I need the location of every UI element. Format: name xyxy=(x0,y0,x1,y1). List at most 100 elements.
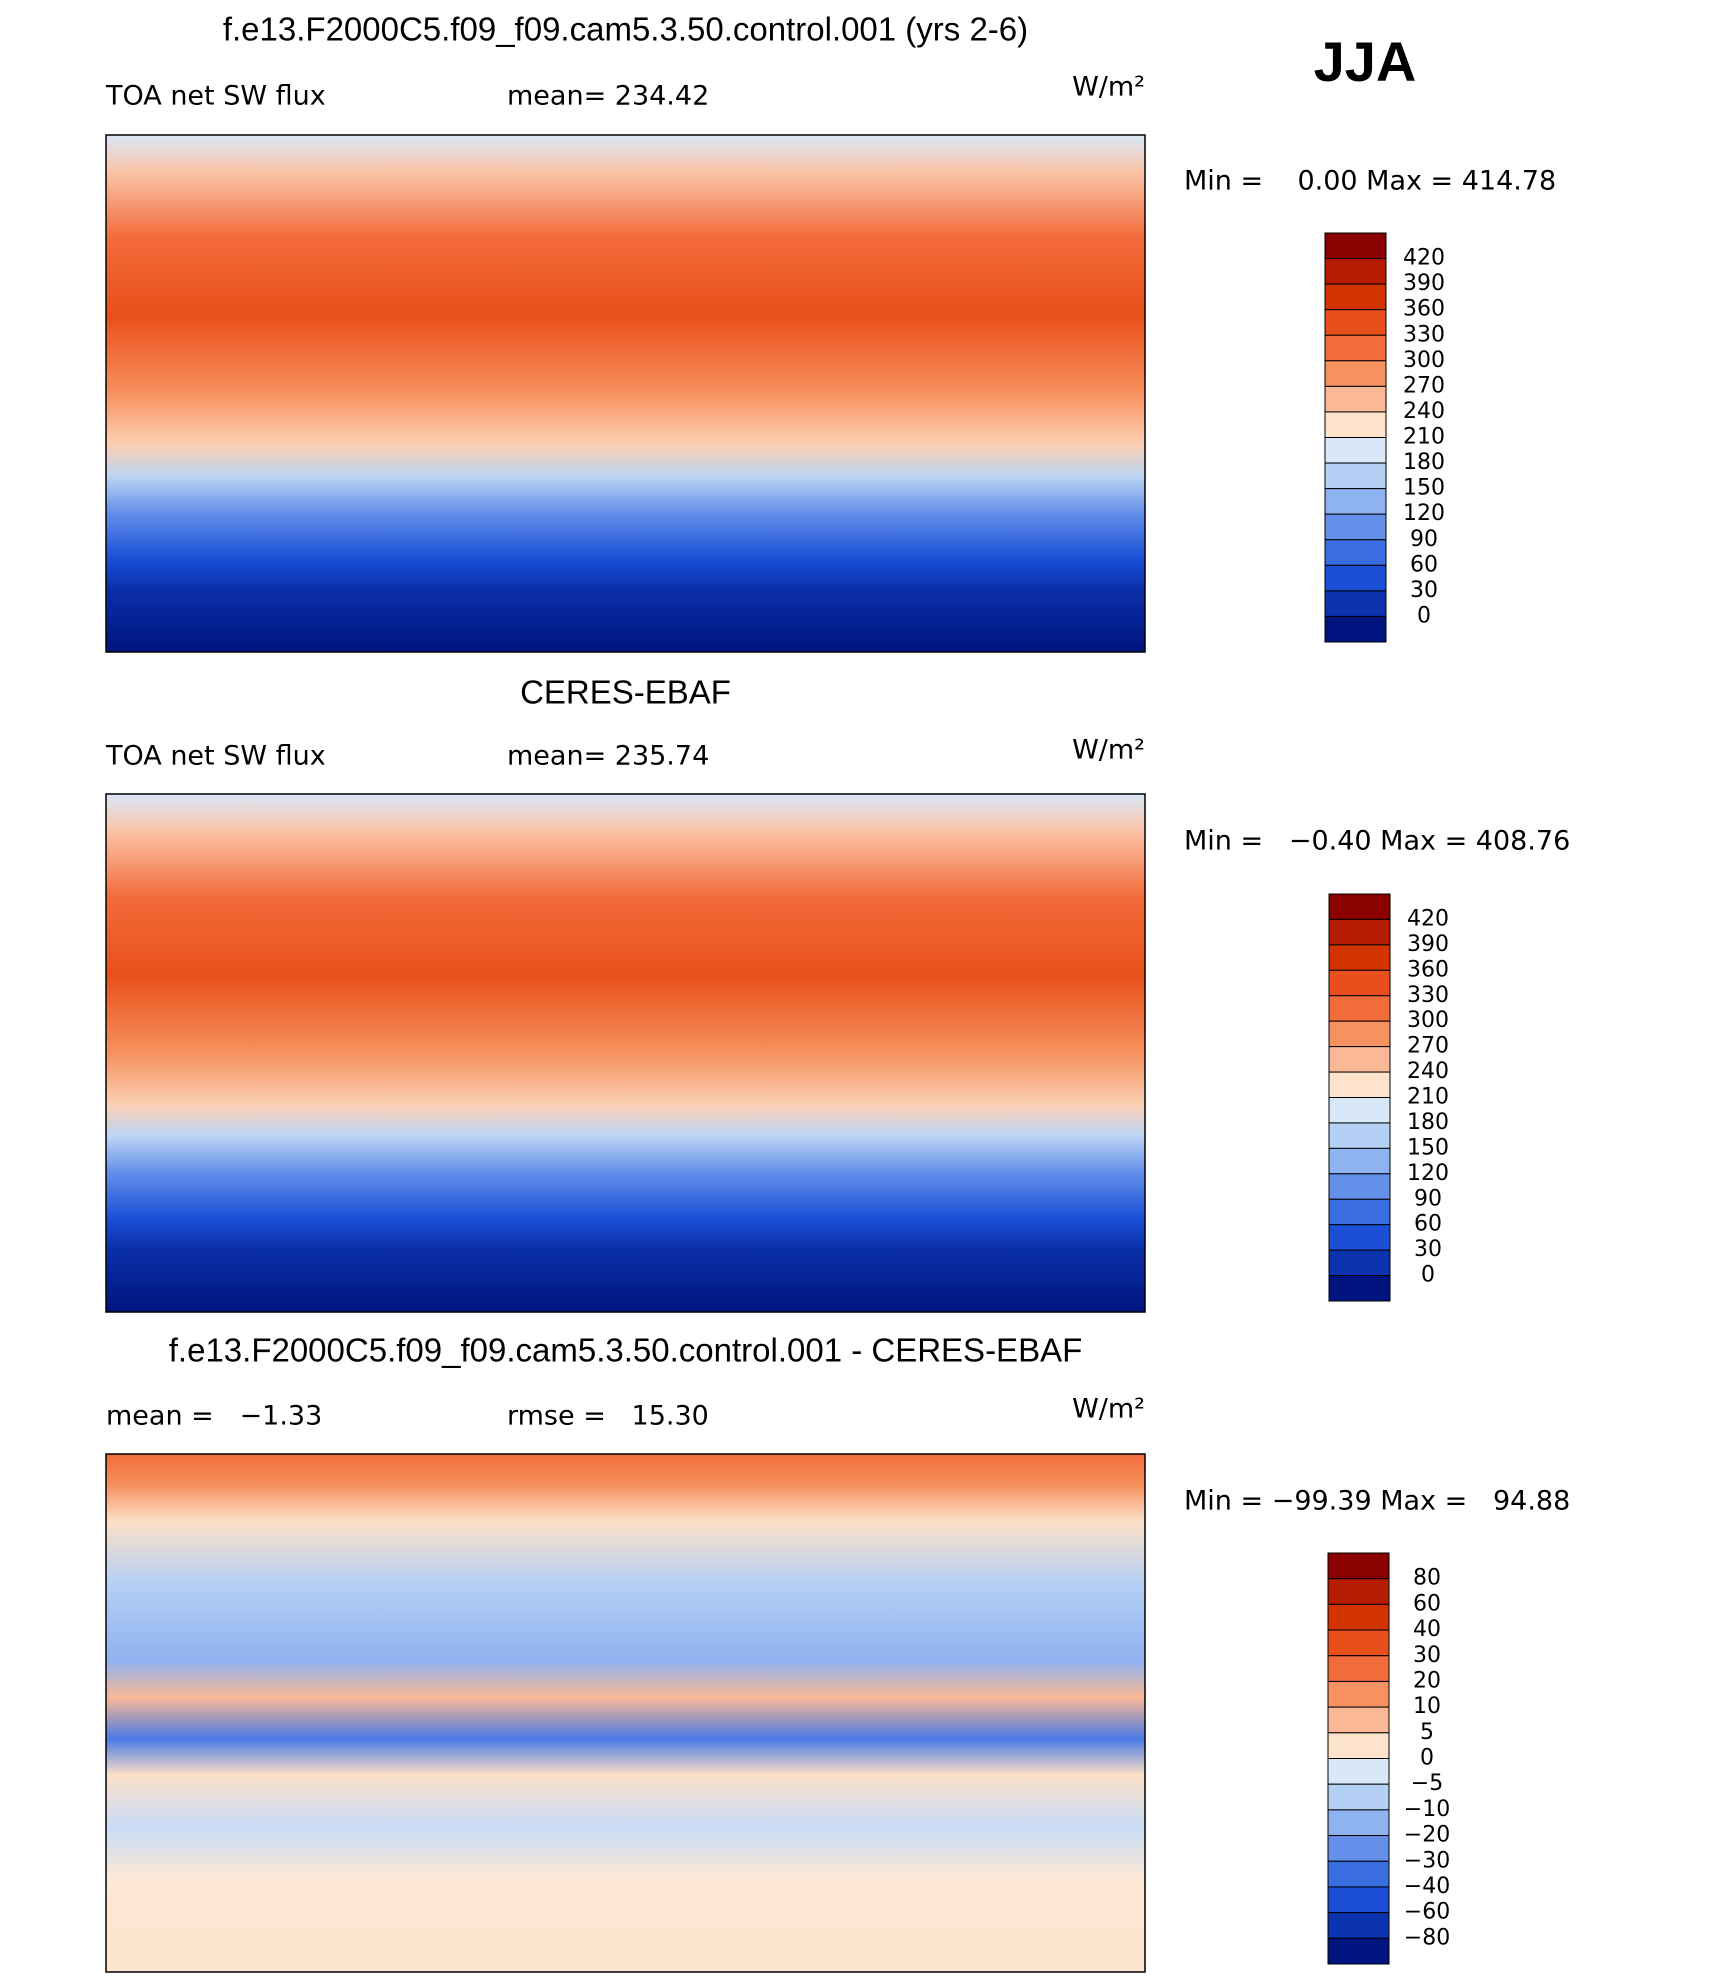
colorbar-label: 300 xyxy=(1403,348,1445,373)
colorbar-label: 150 xyxy=(1403,476,1445,501)
colorbar-box xyxy=(1328,1224,1391,1251)
colorbar-box xyxy=(1324,437,1387,464)
colorbar-box xyxy=(1328,1020,1391,1048)
colorbar-box xyxy=(1327,1603,1390,1631)
colorbar-box xyxy=(1328,918,1391,946)
colorbar-label: 390 xyxy=(1403,271,1445,296)
left-label: TOA net SW flux xyxy=(105,81,326,112)
colorbar-label: 360 xyxy=(1403,297,1445,322)
colorbar-box xyxy=(1324,283,1387,311)
panel-title: f.e13.F2000C5.f09_f09.cam5.3.50.control.… xyxy=(169,1332,1083,1369)
colorbar-label: 180 xyxy=(1403,450,1445,475)
colorbar-box xyxy=(1327,1912,1390,1939)
colorbar-label: 90 xyxy=(1410,527,1438,552)
colorbar-label: 0 xyxy=(1421,1263,1435,1288)
colorbar-box xyxy=(1327,1552,1390,1580)
panel-title: CERES-EBAF xyxy=(520,674,731,711)
colorbar-label: 20 xyxy=(1413,1668,1441,1693)
colorbar-label: 60 xyxy=(1410,552,1438,577)
colorbar-box xyxy=(1328,1097,1391,1124)
colorbar-box xyxy=(1328,969,1391,997)
colorbar-label: 390 xyxy=(1407,932,1449,957)
colorbar-label: 120 xyxy=(1407,1161,1449,1186)
colorbar-label: 330 xyxy=(1403,322,1445,347)
colorbar-label: −80 xyxy=(1404,1925,1450,1950)
colorbar-box xyxy=(1327,1809,1390,1837)
colorbar-label: 60 xyxy=(1414,1212,1442,1237)
colorbar-label: −40 xyxy=(1404,1874,1450,1899)
min-max: Min = 0.00 Max = 414.78 xyxy=(1184,166,1556,197)
colorbar-box xyxy=(1328,1071,1391,1098)
colorbar-box xyxy=(1324,258,1387,285)
colorbar-label: 60 xyxy=(1413,1591,1441,1616)
colorbar-label: 420 xyxy=(1403,246,1445,271)
colorbar-box xyxy=(1328,944,1391,971)
colorbar-box xyxy=(1324,309,1387,336)
colorbar-label: −20 xyxy=(1404,1823,1450,1848)
right-label: mean= 235.74 xyxy=(507,741,709,772)
colorbar-label: 180 xyxy=(1407,1110,1449,1135)
colorbar-box xyxy=(1324,232,1387,260)
colorbar-label: −30 xyxy=(1404,1848,1450,1873)
min-max: Min = −0.40 Max = 408.76 xyxy=(1184,826,1570,857)
colorbar-label: 240 xyxy=(1407,1059,1449,1084)
colorbar-box xyxy=(1324,615,1387,643)
colorbar-label: 300 xyxy=(1407,1008,1449,1033)
panel-title: f.e13.F2000C5.f09_f09.cam5.3.50.control.… xyxy=(223,11,1028,48)
right-label: rmse = 15.30 xyxy=(507,1401,709,1432)
map-panel xyxy=(105,1453,1146,1973)
colorbar-label: 210 xyxy=(1407,1085,1449,1110)
units: W/m² xyxy=(1072,1394,1145,1425)
colorbar-box xyxy=(1328,1147,1391,1175)
units: W/m² xyxy=(1072,72,1145,103)
colorbar-box xyxy=(1324,360,1387,387)
colorbar-label: 5 xyxy=(1420,1720,1434,1745)
colorbar-box xyxy=(1328,1046,1391,1073)
colorbar-box xyxy=(1324,411,1387,438)
colorbar-label: 240 xyxy=(1403,399,1445,424)
colorbar-label: 120 xyxy=(1403,501,1445,526)
map-panel xyxy=(105,793,1146,1313)
colorbar-box xyxy=(1324,334,1387,362)
colorbar-label: −60 xyxy=(1404,1900,1450,1925)
colorbar-label: 30 xyxy=(1414,1237,1442,1262)
colorbar-box xyxy=(1324,488,1387,515)
map-panel xyxy=(105,134,1146,653)
colorbar-label: 330 xyxy=(1407,983,1449,1008)
colorbar-label: 40 xyxy=(1413,1617,1441,1642)
season: JJA xyxy=(1314,30,1417,93)
colorbar-box xyxy=(1327,1655,1390,1682)
colorbar-box xyxy=(1328,893,1391,920)
colorbar-label: 270 xyxy=(1407,1034,1449,1059)
colorbar-label: 90 xyxy=(1414,1186,1442,1211)
colorbar-box xyxy=(1327,1835,1390,1862)
units: W/m² xyxy=(1072,735,1145,766)
left-label: TOA net SW flux xyxy=(105,741,326,772)
colorbar-box xyxy=(1328,995,1391,1022)
colorbar-box xyxy=(1328,1198,1391,1226)
min-max: Min = −99.39 Max = 94.88 xyxy=(1184,1486,1570,1517)
colorbar-box xyxy=(1328,1173,1391,1200)
right-label: mean= 234.42 xyxy=(507,81,709,112)
colorbar-label: 80 xyxy=(1413,1566,1441,1591)
colorbar-label: 420 xyxy=(1407,906,1449,931)
colorbar-box xyxy=(1327,1578,1390,1605)
colorbar-box xyxy=(1324,462,1387,490)
colorbar-label: 270 xyxy=(1403,373,1445,398)
colorbar-label: 150 xyxy=(1407,1135,1449,1160)
colorbar-label: 0 xyxy=(1417,603,1431,628)
colorbar-box xyxy=(1324,385,1387,413)
colorbar-box xyxy=(1327,1629,1390,1657)
colorbar-label: 210 xyxy=(1403,425,1445,450)
colorbar-label: −5 xyxy=(1411,1771,1443,1796)
colorbar-box xyxy=(1327,1860,1390,1888)
colorbar-label: 10 xyxy=(1413,1694,1441,1719)
colorbar-box xyxy=(1328,1249,1391,1277)
colorbar-box xyxy=(1324,590,1387,617)
colorbar-box xyxy=(1327,1758,1390,1785)
colorbar-box xyxy=(1324,539,1387,566)
colorbar-box xyxy=(1328,1122,1391,1149)
left-label: mean = −1.33 xyxy=(106,1401,322,1432)
colorbar-box xyxy=(1328,1275,1391,1302)
